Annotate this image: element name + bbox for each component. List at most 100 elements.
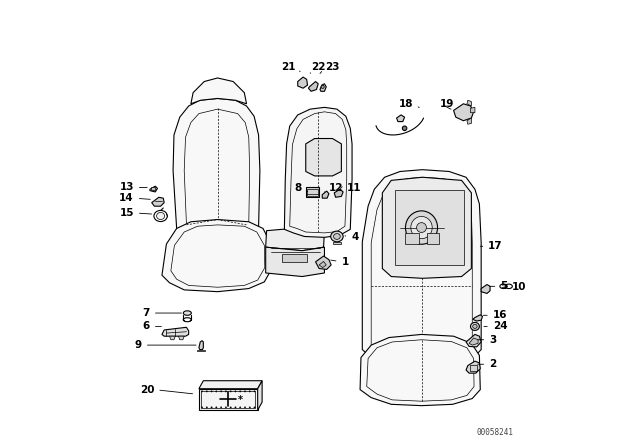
Ellipse shape (417, 223, 426, 233)
Ellipse shape (333, 233, 340, 239)
Text: 12: 12 (329, 183, 344, 194)
Ellipse shape (244, 391, 246, 392)
Text: 11: 11 (347, 183, 361, 194)
Ellipse shape (211, 391, 212, 392)
Polygon shape (170, 336, 175, 340)
Polygon shape (382, 177, 472, 278)
Polygon shape (199, 340, 204, 349)
Ellipse shape (249, 407, 250, 408)
Text: 00058241: 00058241 (477, 428, 514, 437)
Polygon shape (454, 104, 474, 121)
Ellipse shape (211, 407, 212, 408)
Bar (201, 391, 255, 408)
Text: 4: 4 (351, 233, 358, 242)
Polygon shape (266, 247, 324, 276)
Polygon shape (199, 389, 258, 410)
Bar (427, 233, 439, 244)
Text: 14: 14 (119, 193, 134, 203)
Ellipse shape (225, 391, 227, 392)
Ellipse shape (321, 85, 324, 88)
Polygon shape (360, 334, 480, 405)
Ellipse shape (249, 391, 250, 392)
Polygon shape (469, 338, 478, 345)
Bar (306, 188, 319, 197)
Text: 17: 17 (488, 241, 503, 251)
Polygon shape (162, 220, 272, 292)
Text: 13: 13 (120, 182, 134, 193)
Text: 20: 20 (140, 385, 154, 395)
Ellipse shape (473, 324, 477, 328)
Polygon shape (473, 315, 483, 321)
Ellipse shape (202, 391, 203, 392)
Text: 2: 2 (489, 359, 497, 369)
Polygon shape (319, 261, 326, 267)
Polygon shape (333, 242, 341, 244)
Polygon shape (466, 361, 480, 373)
Bar (151, 188, 156, 190)
Polygon shape (152, 197, 164, 206)
Bar (404, 233, 419, 244)
Ellipse shape (230, 391, 231, 392)
Text: 9: 9 (135, 340, 142, 350)
Polygon shape (150, 186, 157, 192)
Text: 10: 10 (511, 282, 526, 292)
Text: 1: 1 (341, 257, 349, 267)
Ellipse shape (216, 407, 217, 408)
Ellipse shape (202, 407, 203, 408)
Bar (282, 254, 307, 262)
Ellipse shape (403, 126, 407, 130)
Polygon shape (320, 84, 326, 91)
Text: 24: 24 (493, 321, 508, 332)
Text: 5: 5 (500, 281, 508, 291)
Polygon shape (362, 170, 481, 364)
Polygon shape (470, 108, 475, 113)
Polygon shape (191, 78, 246, 104)
Polygon shape (481, 284, 490, 293)
Text: 7: 7 (143, 308, 150, 318)
Polygon shape (258, 381, 262, 410)
Polygon shape (173, 99, 260, 238)
Polygon shape (467, 118, 472, 124)
Polygon shape (298, 77, 308, 88)
Text: 6: 6 (143, 321, 150, 332)
Ellipse shape (244, 407, 246, 408)
Ellipse shape (220, 407, 222, 408)
Ellipse shape (183, 311, 191, 315)
Bar (307, 189, 318, 196)
Bar (395, 190, 464, 265)
Text: 23: 23 (325, 62, 340, 72)
Text: 19: 19 (440, 99, 454, 109)
Polygon shape (266, 228, 324, 251)
Polygon shape (197, 349, 205, 351)
Ellipse shape (206, 391, 207, 392)
Text: *: * (237, 395, 243, 405)
Text: 22: 22 (311, 62, 326, 72)
Text: 18: 18 (399, 99, 413, 109)
Ellipse shape (411, 216, 432, 239)
Polygon shape (334, 189, 343, 197)
Ellipse shape (470, 323, 479, 331)
Polygon shape (284, 108, 352, 237)
Polygon shape (322, 191, 329, 198)
Polygon shape (397, 115, 404, 121)
Polygon shape (466, 334, 481, 347)
Text: 8: 8 (294, 183, 301, 194)
Ellipse shape (406, 211, 438, 244)
Ellipse shape (225, 407, 227, 408)
Ellipse shape (235, 407, 236, 408)
Polygon shape (316, 256, 331, 269)
Ellipse shape (239, 407, 241, 408)
Ellipse shape (216, 391, 217, 392)
Ellipse shape (230, 407, 231, 408)
Ellipse shape (239, 391, 241, 392)
Polygon shape (199, 381, 262, 389)
Text: 16: 16 (493, 310, 508, 320)
Bar (470, 365, 477, 371)
Polygon shape (467, 100, 472, 106)
Ellipse shape (235, 391, 236, 392)
Polygon shape (162, 327, 189, 336)
Polygon shape (308, 82, 318, 91)
Ellipse shape (254, 407, 255, 408)
Ellipse shape (254, 391, 255, 392)
Polygon shape (306, 138, 341, 176)
